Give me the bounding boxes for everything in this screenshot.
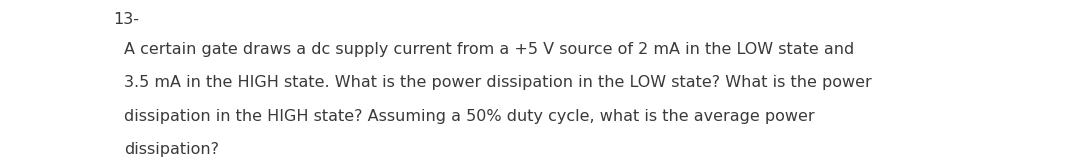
Text: 13-: 13- xyxy=(113,12,139,27)
Text: A certain gate draws a dc supply current from a +5 V source of 2 mA in the LOW s: A certain gate draws a dc supply current… xyxy=(124,42,854,57)
Text: 3.5 mA in the HIGH state. What is the power dissipation in the LOW state? What i: 3.5 mA in the HIGH state. What is the po… xyxy=(124,75,872,90)
Text: dissipation in the HIGH state? Assuming a 50% duty cycle, what is the average po: dissipation in the HIGH state? Assuming … xyxy=(124,109,814,124)
Text: dissipation?: dissipation? xyxy=(124,142,219,157)
